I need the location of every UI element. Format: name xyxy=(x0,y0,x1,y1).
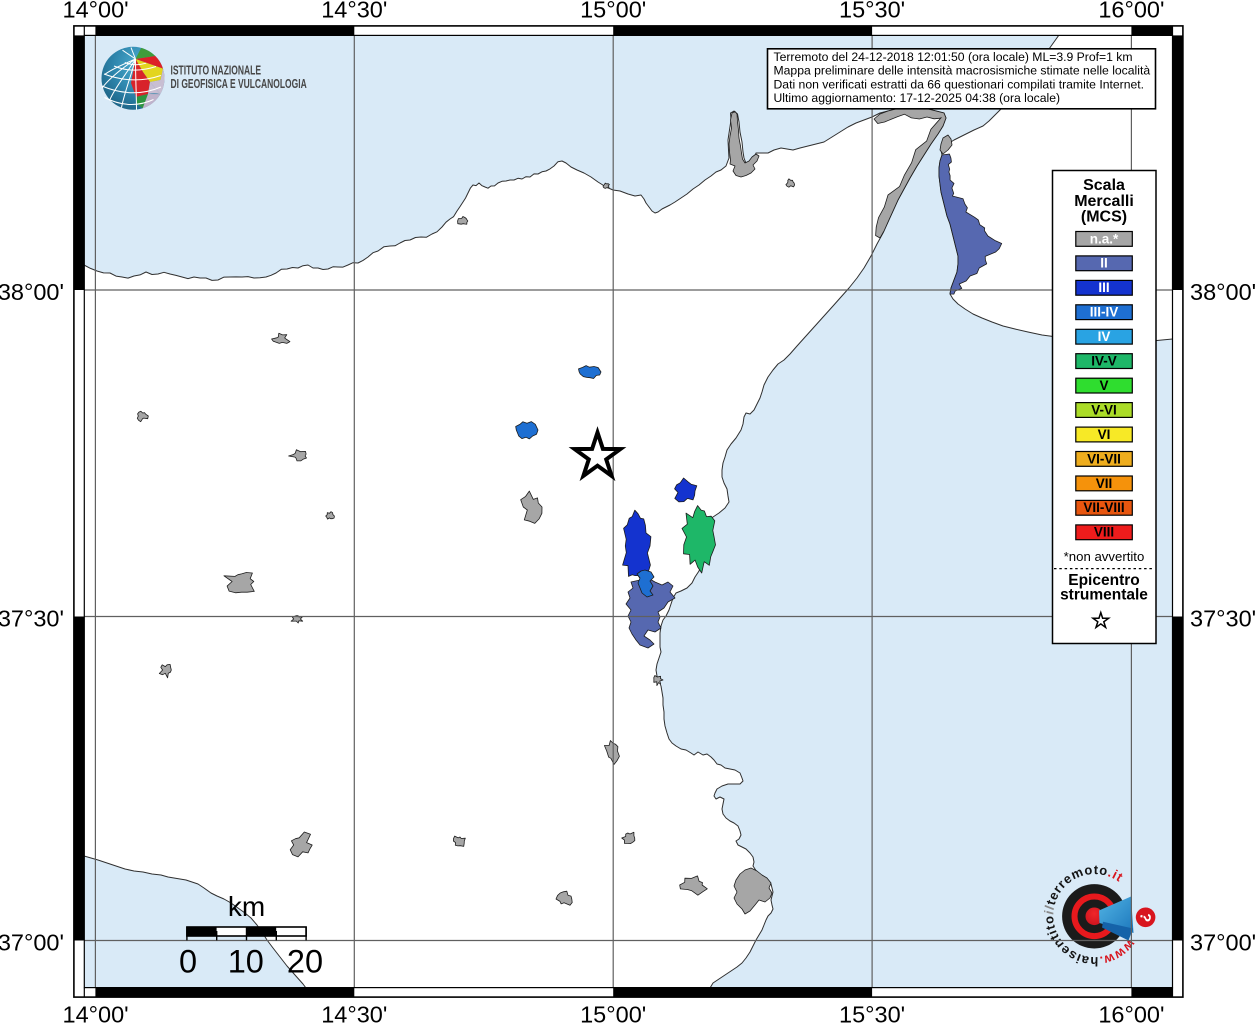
svg-text:37°30': 37°30' xyxy=(1190,606,1255,632)
svg-text:*non avvertito: *non avvertito xyxy=(1064,549,1145,564)
svg-text:Dati non verificati estratti d: Dati non verificati estratti da 66 quest… xyxy=(774,77,1145,91)
svg-text:IV: IV xyxy=(1098,329,1111,344)
svg-text:15°00': 15°00' xyxy=(580,1002,646,1024)
svg-text:38°00': 38°00' xyxy=(1190,279,1255,305)
svg-text:38°00': 38°00' xyxy=(0,279,64,305)
svg-text:VII-VIII: VII-VIII xyxy=(1083,500,1124,515)
svg-text:Mercalli: Mercalli xyxy=(1074,193,1134,210)
svg-text:14°30': 14°30' xyxy=(321,0,387,23)
svg-text:Epicentro: Epicentro xyxy=(1068,572,1139,589)
svg-text:15°30': 15°30' xyxy=(839,0,905,23)
svg-text:km: km xyxy=(228,891,265,922)
svg-text:strumentale: strumentale xyxy=(1060,587,1148,604)
svg-text:ISTITUTO NAZIONALE: ISTITUTO NAZIONALE xyxy=(171,62,262,77)
svg-text:IV-V: IV-V xyxy=(1091,354,1117,369)
svg-text:Ultimo aggiornamento: 17-12-20: Ultimo aggiornamento: 17-12-2025 04:38 (… xyxy=(774,91,1061,105)
svg-text:Terremoto del 24-12-2018 12:01: Terremoto del 24-12-2018 12:01:50 (ora l… xyxy=(774,50,1133,64)
svg-text:16°00': 16°00' xyxy=(1098,0,1164,23)
svg-text:V: V xyxy=(1099,378,1108,393)
svg-text:Scala: Scala xyxy=(1083,177,1125,194)
svg-text:VIII: VIII xyxy=(1094,525,1114,540)
svg-text:16°00': 16°00' xyxy=(1098,1002,1164,1024)
svg-text:10: 10 xyxy=(228,944,264,980)
svg-text:III-IV: III-IV xyxy=(1090,305,1119,320)
svg-text:?: ? xyxy=(1136,911,1154,923)
svg-text:II: II xyxy=(1100,256,1108,271)
svg-text:Mappa preliminare delle intens: Mappa preliminare delle intensità macros… xyxy=(774,64,1151,78)
svg-text:VII: VII xyxy=(1096,476,1113,491)
svg-text:(MCS): (MCS) xyxy=(1081,209,1127,226)
svg-text:VI: VI xyxy=(1098,427,1111,442)
svg-text:VI-VII: VI-VII xyxy=(1087,451,1121,466)
svg-text:14°30': 14°30' xyxy=(321,1002,387,1024)
svg-text:14°00': 14°00' xyxy=(63,1002,129,1024)
svg-text:0: 0 xyxy=(179,944,197,980)
svg-text:15°00': 15°00' xyxy=(580,0,646,23)
svg-text:37°00': 37°00' xyxy=(0,930,64,956)
svg-text:III: III xyxy=(1098,280,1109,295)
svg-text:37°00': 37°00' xyxy=(1190,930,1255,956)
svg-text:n.a.*: n.a.* xyxy=(1090,231,1119,246)
svg-text:DI GEOFISICA E VULCANOLOGIA: DI GEOFISICA E VULCANOLOGIA xyxy=(171,76,308,91)
svg-text:15°30': 15°30' xyxy=(839,1002,905,1024)
svg-text:37°30': 37°30' xyxy=(0,606,64,632)
svg-text:14°00': 14°00' xyxy=(63,0,129,23)
svg-text:V-VI: V-VI xyxy=(1091,402,1117,417)
svg-text:20: 20 xyxy=(287,944,323,980)
